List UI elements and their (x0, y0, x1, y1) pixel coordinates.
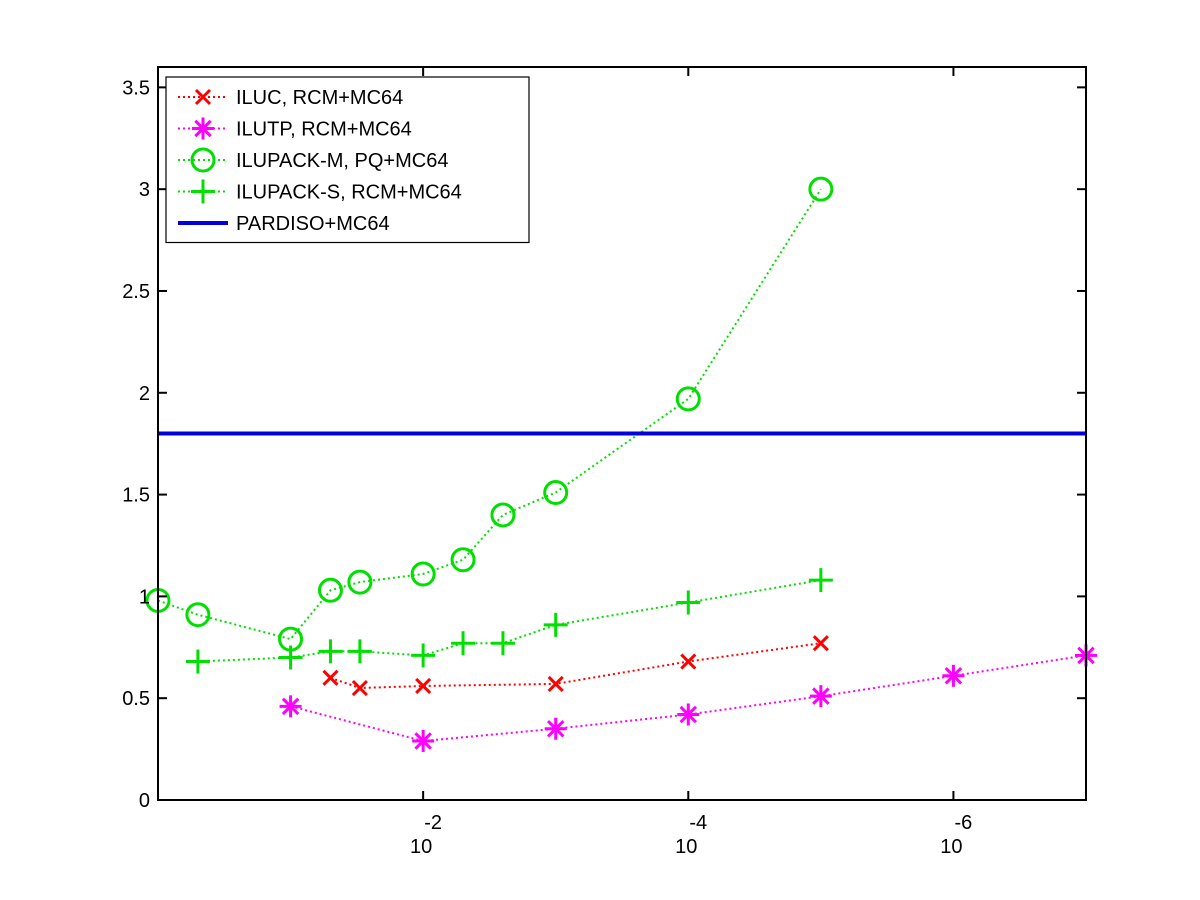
y-tick-label: 2.5 (122, 281, 150, 303)
y-tick-label: 1.5 (122, 485, 150, 507)
series-3-point (450, 547, 476, 573)
series-3-point (185, 602, 211, 628)
legend-swatch-marker (192, 117, 214, 140)
legend-item-3: ILUPACK-M, PQ+MC64 (178, 147, 448, 173)
series-3-point (347, 569, 373, 595)
series-2-point (279, 695, 302, 718)
series-3-point (317, 577, 343, 603)
legend-swatch-marker (190, 147, 216, 173)
legend-item-1: ILUC, RCM+MC64 (178, 87, 403, 109)
series-2-point (942, 664, 965, 687)
series-4-line (197, 579, 822, 663)
series-3-point (675, 386, 701, 412)
legend-label: ILUC, RCM+MC64 (236, 87, 403, 109)
legend-item-5: PARDISO+MC64 (178, 213, 390, 235)
series-1-point (812, 635, 829, 652)
x-tick-label-base: 10 (675, 836, 697, 858)
series-1 (322, 635, 829, 697)
x-tick-label-exponent: -2 (424, 812, 442, 834)
series-2-point (544, 717, 567, 740)
series-4-point (411, 643, 436, 668)
ticks-layer: 00.511.522.533.510-210-410-6 (122, 67, 1086, 858)
legend-item-2: ILUTP, RCM+MC64 (178, 117, 412, 141)
series-2 (279, 644, 1097, 752)
y-tick-label: 3.5 (122, 77, 150, 99)
series-4-point (808, 568, 833, 593)
y-tick-label: 0 (139, 790, 150, 812)
series-3-point (490, 502, 516, 528)
y-tick-label: 1 (139, 586, 150, 608)
legend-box (165, 76, 530, 244)
series-4-point (278, 645, 303, 670)
y-tick-label: 2 (139, 383, 150, 405)
legend-item-4: ILUPACK-S, RCM+MC64 (178, 179, 462, 204)
series-4 (185, 568, 833, 674)
series-2-point (412, 729, 435, 752)
y-tick-label: 0.5 (122, 688, 150, 710)
series-4-point (676, 590, 701, 615)
series-1-point (351, 679, 368, 697)
series-layer (145, 176, 1097, 752)
legend-swatch-marker (194, 88, 212, 106)
legend-label: PARDISO+MC64 (236, 213, 390, 235)
series-4-point (185, 649, 210, 674)
x-tick-label-exponent: -4 (689, 812, 707, 834)
series-4-point (347, 639, 372, 664)
series-3-point (543, 480, 569, 506)
x-tick-label-base: 10 (940, 836, 962, 858)
series-2-point (809, 685, 832, 708)
x-tick-label-base: 10 (410, 836, 432, 858)
legend: ILUC, RCM+MC64 ILUTP, RCM+MC64 ILUPACK-M, … (165, 76, 530, 244)
series-4-point (490, 631, 515, 656)
y-tick-label: 3 (139, 179, 150, 201)
series-1-point (680, 653, 697, 670)
legend-label: ILUTP, RCM+MC64 (236, 119, 412, 141)
legend-label: ILUPACK-M, PQ+MC64 (236, 150, 448, 172)
series-1-point (547, 675, 564, 693)
series-4-point (318, 639, 343, 664)
series-3-point (410, 561, 436, 587)
legend-label: ILUPACK-S, RCM+MC64 (236, 182, 462, 204)
axes-box (157, 66, 1087, 801)
series-3-line (157, 188, 822, 641)
series-1-point (415, 677, 432, 695)
series-2-point (677, 703, 700, 726)
series-3-point (808, 176, 834, 202)
x-tick-label-exponent: -6 (955, 812, 973, 834)
legend-swatch-marker (191, 179, 215, 204)
series-4-point (543, 612, 568, 637)
series-1-line (330, 642, 822, 690)
series-4-point (451, 631, 476, 656)
series-1-point (322, 669, 339, 686)
